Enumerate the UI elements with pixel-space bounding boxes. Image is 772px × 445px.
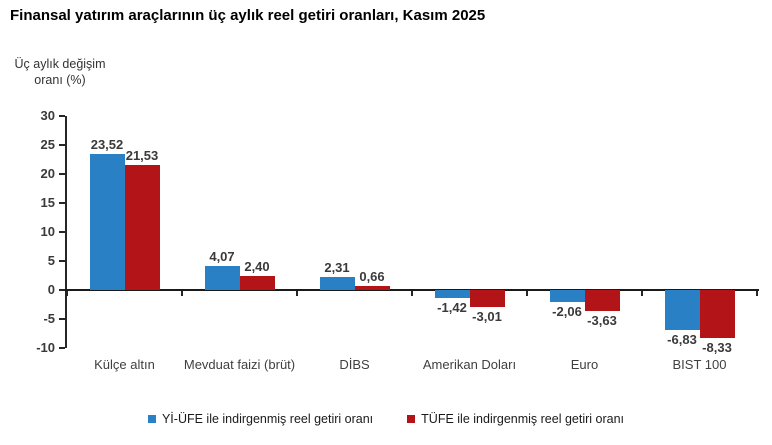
- category-label: Mevduat faizi (brüt): [183, 357, 296, 372]
- y-axis-tick: [59, 144, 65, 146]
- y-axis-tick: [59, 115, 65, 117]
- bar-series1-5: [549, 290, 585, 302]
- y-axis-tick: [59, 260, 65, 262]
- bar-series2-3: [354, 286, 390, 290]
- category-label: BIST 100: [672, 357, 727, 372]
- bar-series2-1: [124, 165, 160, 290]
- y-axis-tick: [59, 318, 65, 320]
- value-label: 21,53: [125, 148, 159, 164]
- bar-series2-2: [239, 276, 275, 290]
- value-label: -3,63: [587, 313, 617, 329]
- legend-marker-icon: [407, 415, 416, 423]
- x-axis-tick: [756, 291, 758, 296]
- legend-label: TÜFE ile indirgenmiş reel getiri oranı: [421, 412, 625, 426]
- bar-series1-3: [319, 276, 355, 290]
- legend-marker-icon: [147, 415, 156, 423]
- value-label: -8,33: [702, 340, 732, 356]
- y-axis-tick-label: 25: [40, 137, 55, 152]
- value-label: -3,01: [472, 309, 502, 325]
- category-label: Euro: [570, 357, 599, 372]
- y-axis-tick-label: 10: [40, 224, 55, 239]
- category-label: Külçe altın: [94, 357, 155, 372]
- bar-series1-4: [434, 290, 470, 299]
- y-axis-line: [65, 116, 67, 348]
- legend-item-series1: Yİ-ÜFE ile indirgenmiş reel getiri oranı: [147, 412, 374, 426]
- y-axis-tick: [59, 202, 65, 204]
- bar-series1-2: [204, 266, 240, 290]
- x-axis-tick: [641, 291, 643, 296]
- bar-series2-4: [469, 290, 505, 308]
- y-axis-tick: [59, 173, 65, 175]
- category-label: Amerikan Doları: [422, 357, 517, 372]
- value-label: 2,40: [244, 259, 270, 275]
- y-axis-tick-label: 20: [40, 166, 55, 181]
- x-axis-zero-line: [65, 289, 759, 291]
- value-label: 0,66: [359, 269, 385, 285]
- value-label: 4,07: [209, 249, 235, 265]
- value-label: 23,52: [90, 136, 124, 152]
- legend-item-series2: TÜFE ile indirgenmiş reel getiri oranı: [407, 412, 624, 426]
- value-label: -2,06: [552, 303, 582, 319]
- y-axis-tick-label: 15: [40, 195, 55, 210]
- category-label: DİBS: [339, 357, 370, 372]
- bar-series1-6: [664, 290, 700, 330]
- y-axis-tick: [59, 289, 65, 291]
- y-axis-tick-label: -10: [36, 340, 55, 355]
- plot-area: 30 25 20 15 10 5 0 -5 -10 23,52 21,53 Külçe altın 4,…: [36, 108, 759, 372]
- legend: Yİ-ÜFE ile indirgenmiş reel getiri oranı…: [0, 412, 772, 426]
- chart-title: Finansal yatırım araçlarının üç aylık re…: [10, 7, 486, 24]
- y-axis-tick-label: 5: [47, 253, 55, 268]
- y-axis-tick-label: 0: [47, 282, 55, 297]
- x-axis-tick: [411, 291, 413, 296]
- value-label: 2,31: [324, 259, 350, 275]
- x-axis-tick: [526, 291, 528, 296]
- bar-series2-6: [699, 290, 735, 339]
- y-axis-tick-label: -5: [43, 311, 55, 326]
- y-axis-tick: [59, 231, 65, 233]
- x-axis-tick: [296, 291, 298, 296]
- value-label: -1,42: [437, 300, 467, 316]
- bar-series2-5: [584, 290, 620, 312]
- y-axis-label: Üç aylık değişim oranı (%): [14, 57, 106, 88]
- x-axis-tick: [181, 291, 183, 296]
- x-axis-tick: [66, 291, 68, 296]
- legend-label: Yİ-ÜFE ile indirgenmiş reel getiri oranı: [161, 412, 374, 426]
- bar-series1-1: [89, 153, 125, 290]
- y-axis-tick-label: 30: [40, 108, 55, 123]
- value-label: -6,83: [667, 331, 697, 347]
- y-axis-tick: [59, 347, 65, 349]
